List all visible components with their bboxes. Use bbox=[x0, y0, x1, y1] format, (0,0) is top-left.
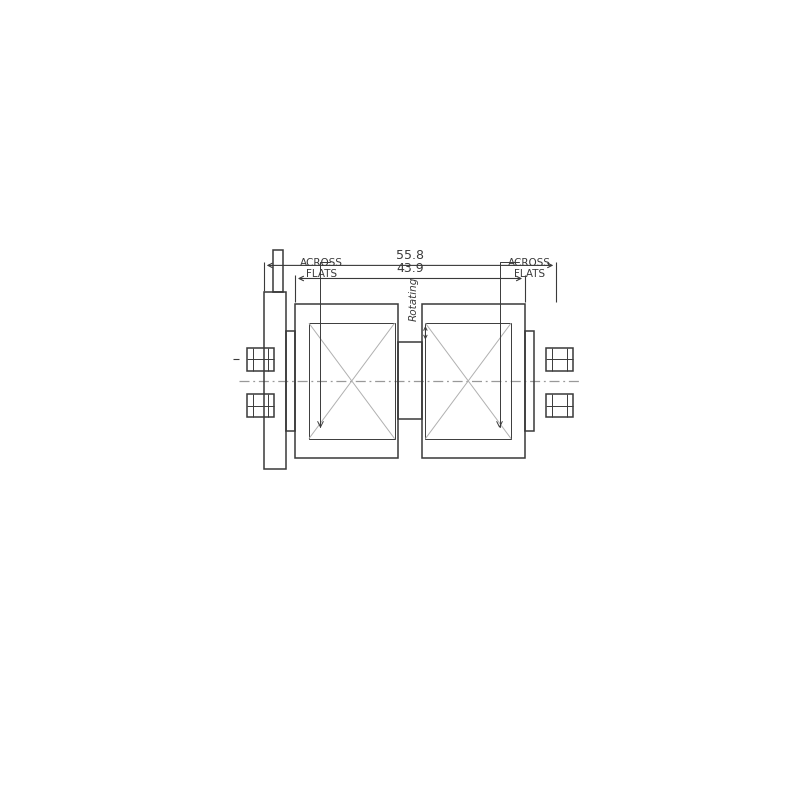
Bar bbox=[295, 304, 398, 458]
Bar bbox=[398, 342, 422, 419]
Bar bbox=[264, 292, 286, 470]
Bar bbox=[426, 323, 511, 438]
Bar bbox=[273, 250, 283, 292]
Text: ACROSS
FLATS: ACROSS FLATS bbox=[508, 258, 551, 279]
Bar bbox=[247, 348, 274, 371]
Text: 55.8: 55.8 bbox=[396, 249, 424, 262]
Bar bbox=[525, 331, 534, 431]
Text: ACROSS
FLATS: ACROSS FLATS bbox=[300, 258, 343, 279]
Text: Rotating: Rotating bbox=[409, 277, 419, 322]
Bar bbox=[286, 331, 295, 431]
Bar bbox=[422, 304, 525, 458]
Bar bbox=[546, 394, 573, 417]
Bar bbox=[247, 394, 274, 417]
Bar bbox=[309, 323, 394, 438]
Text: 43.9: 43.9 bbox=[396, 262, 424, 274]
Bar bbox=[546, 348, 573, 371]
